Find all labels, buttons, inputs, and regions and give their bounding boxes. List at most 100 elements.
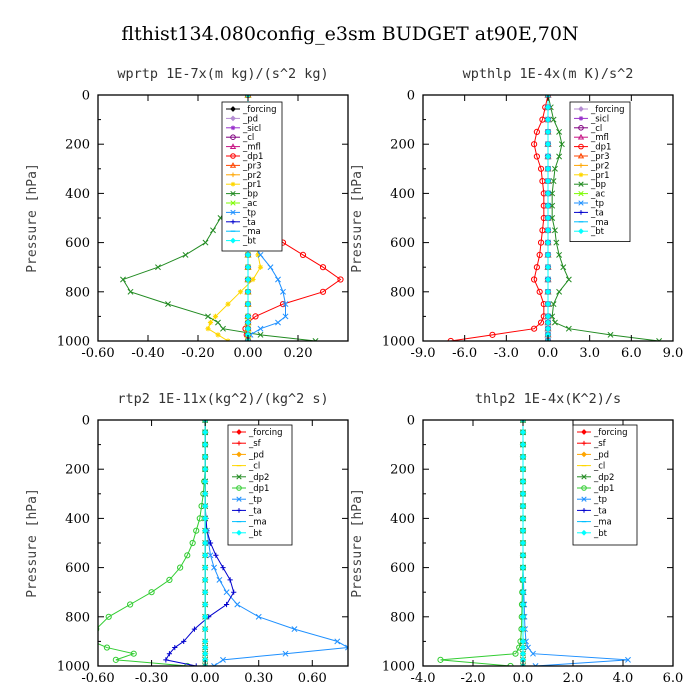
data-point — [255, 252, 261, 258]
data-point — [533, 128, 540, 135]
data-point — [205, 313, 211, 320]
data-point — [201, 589, 209, 596]
series_ta — [163, 420, 237, 666]
data-point — [519, 453, 527, 461]
series_dp1 — [98, 420, 209, 666]
x-tick-label: 2.0 — [563, 671, 584, 686]
y-tick-label: 600 — [65, 236, 90, 251]
data-point — [275, 276, 281, 283]
legend-item: _ta — [574, 208, 604, 218]
data-point — [519, 478, 527, 485]
panel-title: thlp2 1E-4x(K^2)/s — [475, 391, 621, 407]
data-point — [519, 502, 527, 510]
y-tick-label: 800 — [390, 285, 415, 300]
legend-item: _bt — [226, 237, 257, 247]
series_dp1 — [437, 420, 527, 666]
x-tick-label: -0.60 — [81, 671, 114, 686]
legend-item: _ac — [226, 199, 257, 209]
data-point — [223, 601, 230, 608]
data-point — [544, 251, 552, 259]
data-point — [291, 626, 298, 633]
panel-1: wprtp 1E-7x(m kg)/(s^2 kg) Pressure [hPa]… — [25, 66, 349, 361]
data-point — [544, 300, 552, 308]
y-tick-label: 0 — [82, 414, 90, 429]
data-point — [244, 288, 252, 295]
data-point — [556, 251, 563, 258]
data-point — [257, 251, 264, 258]
legend-item: _dp1 — [577, 484, 614, 494]
data-point — [244, 251, 252, 259]
legend-label: _ta — [593, 506, 607, 516]
legend-item: _sicl — [574, 114, 609, 124]
data-point — [257, 331, 264, 338]
legend-marker — [230, 115, 236, 122]
data-point — [507, 662, 514, 666]
legend-item: _sf — [232, 439, 262, 449]
legend-marker — [230, 172, 236, 178]
data-point — [519, 638, 527, 645]
series-line — [165, 420, 235, 666]
legend-label: _tp — [590, 199, 604, 209]
legend-item: _pr2 — [226, 171, 262, 181]
x-tick-label: -6.0 — [452, 346, 477, 361]
y-tick-label: 200 — [65, 463, 90, 478]
legend-marker — [230, 134, 236, 140]
legend-label: _bt — [242, 237, 257, 247]
data-point — [519, 441, 527, 448]
legend-label: _ma — [242, 227, 261, 237]
data-point — [519, 644, 527, 651]
y-tick-label: 800 — [390, 610, 415, 625]
data-point — [245, 338, 251, 341]
legend-item: _forcing — [577, 428, 628, 438]
data-point — [201, 601, 209, 608]
x-tick-label: -0.60 — [81, 346, 114, 361]
y-tick-label: 0 — [82, 89, 90, 104]
data-point — [155, 264, 161, 271]
legend-item: _forcing — [574, 105, 625, 115]
data-point — [202, 239, 209, 246]
legend-marker — [578, 200, 584, 206]
legend-item: _bt — [232, 529, 263, 539]
legend-marker — [578, 125, 584, 131]
legend: _forcing_sicl_cl_mfl_dp1_pr3_pr2_pr1_bp_… — [569, 101, 631, 243]
data-point — [215, 332, 221, 338]
data-point — [201, 429, 209, 436]
legend-marker — [236, 529, 242, 536]
data-point — [201, 441, 209, 448]
data-point — [207, 552, 214, 559]
legend-marker — [236, 451, 242, 458]
legend-label: _sicl — [242, 124, 261, 134]
data-point — [544, 239, 552, 246]
x-tick-label: 4.0 — [613, 671, 634, 686]
data-point — [207, 319, 214, 326]
data-point — [244, 276, 252, 283]
legend-item: _pr3 — [226, 161, 262, 171]
data-point — [625, 656, 631, 663]
data-point — [201, 490, 209, 497]
legend-item: _mfl — [574, 133, 609, 143]
data-point — [201, 644, 209, 651]
legend-item: _bt — [574, 227, 605, 237]
data-point — [512, 650, 519, 657]
x-tick-label: -0.30 — [135, 671, 168, 686]
legend: _forcing_sf_pd _cl_dp2_dp1_tp_ta _ma_bt — [572, 424, 638, 546]
legend-label: _bt — [590, 227, 605, 237]
data-point — [544, 313, 552, 320]
plot-area — [98, 420, 348, 666]
legend-marker — [578, 116, 584, 121]
y-tick-label: 1000 — [382, 660, 415, 675]
data-point — [545, 95, 551, 98]
legend-item: _ta — [226, 218, 256, 228]
legend-item: _ac — [574, 190, 605, 200]
data-point — [519, 552, 527, 559]
legend-item: _ma — [226, 227, 261, 237]
data-point — [520, 663, 526, 666]
legend-label: _cl — [593, 462, 605, 472]
data-point — [112, 656, 119, 663]
legend-marker — [236, 496, 242, 502]
legend-label: _pd — [242, 114, 258, 124]
data-point — [533, 264, 540, 271]
data-point — [565, 325, 572, 332]
panel-3: rtp2 1E-11x(kg^2)/(kg^2 s) Pressure [hPa]… — [25, 391, 349, 686]
data-point — [211, 564, 218, 571]
